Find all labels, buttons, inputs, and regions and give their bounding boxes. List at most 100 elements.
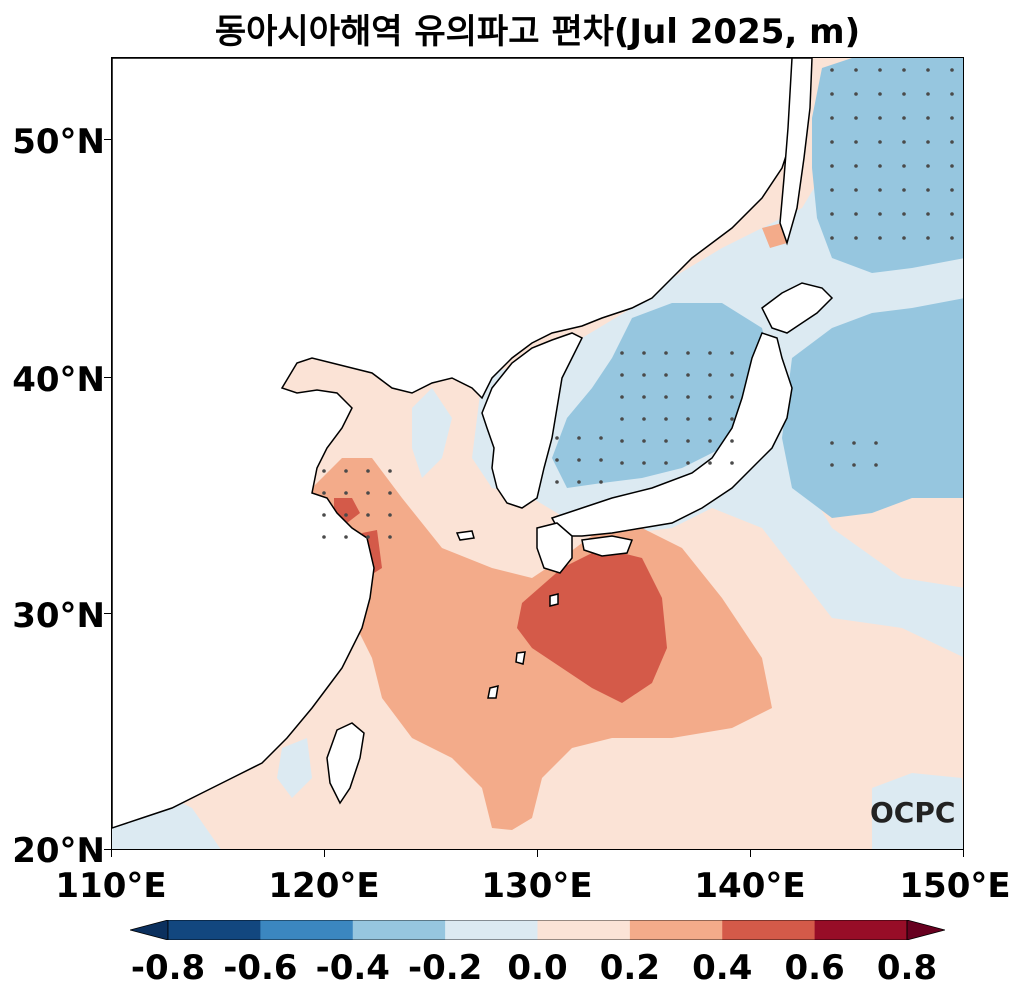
map-title: 동아시아해역 유의파고 편차(Jul 2025, m) (214, 12, 861, 52)
stipple-dot (878, 212, 882, 216)
lon-tickmark (111, 850, 112, 857)
stipple-dot (642, 417, 646, 421)
lon-tick-120e: 120°E (268, 866, 380, 906)
stipple-dot (686, 461, 690, 465)
stipple-dot (950, 236, 954, 240)
colorbar-label: 0.2 (599, 948, 660, 988)
land-shikoku (581, 535, 634, 557)
stipple-dot (388, 469, 392, 473)
ocpc-logo-text: OCPC (870, 796, 956, 829)
stipple-dot (878, 164, 882, 168)
colorbar-segment (445, 920, 538, 940)
stipple-dot (730, 373, 734, 377)
lon-tickmark (750, 850, 751, 857)
colorbar-segment (537, 920, 631, 940)
stipple-dot (708, 351, 712, 355)
stipple-dot (708, 395, 712, 399)
stipple-dot (926, 188, 930, 192)
lat-tick-40n: 40°N (12, 360, 105, 400)
stipple-dot (854, 212, 858, 216)
lon-tickmark (963, 850, 964, 857)
positive-patch-sakhalin (762, 223, 787, 248)
colorbar-label: -0.4 (315, 948, 390, 988)
colorbar-under-arrow (130, 920, 169, 940)
stipple-dot (852, 441, 856, 445)
stipple-dot (878, 116, 882, 120)
stipple-dot (854, 68, 858, 72)
stipple-dot (902, 164, 906, 168)
stipple-dot (902, 140, 906, 144)
colorbar (130, 920, 945, 940)
land-sakhalin (779, 58, 813, 246)
stipple-dot (344, 469, 348, 473)
lat-tick-50n: 50°N (12, 122, 105, 162)
stipple-dot (854, 188, 858, 192)
stipple-dot (854, 140, 858, 144)
stipple-dot (830, 92, 834, 96)
stipple-dot (730, 461, 734, 465)
stipple-dot (830, 236, 834, 240)
stipple-dot (555, 480, 559, 484)
stipple-dot (322, 535, 326, 539)
weak-negative-yellowsea (412, 388, 452, 478)
land-hokkaido (761, 282, 834, 334)
stipple-dot (642, 373, 646, 377)
land-ryukyu-a (549, 593, 559, 607)
colorbar-label: 0.4 (692, 948, 753, 988)
colorbar-label: 0.8 (876, 948, 938, 988)
stipple-dot (926, 212, 930, 216)
stipple-dot (366, 513, 370, 517)
stipple-dot (830, 463, 834, 467)
colorbar-label: 0.6 (784, 948, 845, 988)
stipple-dot (599, 458, 603, 462)
stipple-dot (555, 436, 559, 440)
stipple-dot (577, 436, 581, 440)
stipple-dot (620, 373, 624, 377)
stipple-dot (599, 436, 603, 440)
stipple-dot (388, 491, 392, 495)
stipple-dot (874, 463, 878, 467)
stipple-dot (730, 351, 734, 355)
stipple-dot (830, 164, 834, 168)
stipple-dot (642, 439, 646, 443)
weak-negative-taiwanstrait (277, 738, 312, 798)
stipple-dot (366, 469, 370, 473)
colorbar-label: -0.8 (130, 948, 206, 988)
stipple-dot (708, 439, 712, 443)
stipple-dot (830, 68, 834, 72)
stipple-dot (664, 461, 668, 465)
stipple-dot (620, 351, 624, 355)
land-mainland (112, 58, 803, 829)
stipple-dot (830, 140, 834, 144)
colorbar-segment (629, 920, 723, 940)
stipple-dot (599, 480, 603, 484)
colorbar-segment (260, 920, 354, 940)
stipple-dot (902, 92, 906, 96)
lon-tickmark (537, 850, 538, 857)
colorbar-segment (168, 920, 261, 940)
stipple-dot (708, 461, 712, 465)
stipple-dot (926, 140, 930, 144)
stipple-dot (388, 535, 392, 539)
stipple-dot (620, 417, 624, 421)
stipple-dot (708, 373, 712, 377)
stipple-dot (854, 92, 858, 96)
lon-tick-140e: 140°E (694, 866, 806, 906)
stipple-dot (577, 458, 581, 462)
lat-tickmark (104, 139, 111, 140)
stipple-dot (664, 439, 668, 443)
mid-negative-okhotsk (812, 58, 963, 273)
stipple-dot (686, 395, 690, 399)
stipple-dot (950, 164, 954, 168)
lon-tick-110e: 110°E (55, 866, 167, 906)
colorbar-over-arrow (906, 920, 945, 940)
stipple-dot (642, 351, 646, 355)
stipple-dot (874, 441, 878, 445)
stipple-dot (878, 236, 882, 240)
stipple-dot (708, 417, 712, 421)
stipple-dot (366, 535, 370, 539)
stipple-dot (664, 351, 668, 355)
stipple-dot (322, 513, 326, 517)
weak-negative-southeast (872, 773, 963, 849)
mid-negative-pacific-east (782, 298, 963, 518)
